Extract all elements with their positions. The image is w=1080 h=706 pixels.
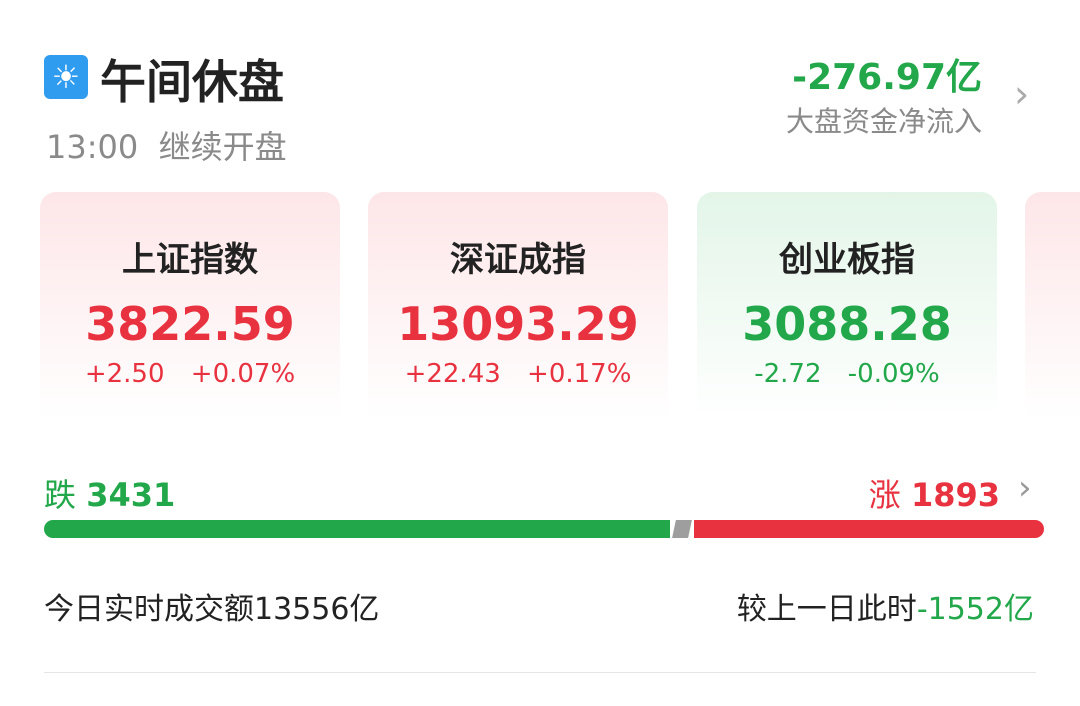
turnover: 今日实时成交额13556亿 (44, 584, 379, 628)
index-name: 创业板指 (779, 240, 915, 280)
index-change: -2.72 -0.09% (697, 359, 997, 389)
fall-label: 跌 (44, 476, 77, 514)
resume-time: 13:00 (46, 128, 139, 166)
breadth-bar[interactable] (44, 520, 1044, 538)
turnover-compare: 较上一日此时-1552亿 (737, 584, 1034, 628)
rise-label: 涨 (868, 476, 901, 514)
sun-icon: ☀ (44, 55, 88, 99)
divider (44, 672, 1036, 673)
chevron-right-icon[interactable]: › (1014, 72, 1030, 116)
index-value: 13093.29 (397, 297, 639, 351)
fall-number: 3431 (86, 476, 176, 514)
change-pct: -0.09% (847, 359, 940, 389)
fall-segment (44, 520, 670, 538)
net-flow-value[interactable]: -276.97亿 (792, 57, 982, 98)
index-value: 3088.28 (742, 297, 952, 351)
rise-number: 1893 (910, 476, 1000, 514)
index-change: +2.50 +0.07% (40, 359, 340, 389)
change-pct: +0.17% (527, 359, 632, 389)
compare-label: 较上一日此时 (736, 592, 917, 627)
index-value: 3822.59 (85, 297, 295, 351)
net-flow-label[interactable]: 大盘资金净流入 (785, 105, 982, 138)
change-abs: +22.43 (404, 359, 501, 389)
index-card-chinext[interactable]: 创业板指 3088.28 -2.72 -0.09% (697, 192, 997, 432)
change-abs: -2.72 (754, 359, 822, 389)
resume-text: 继续开盘 (158, 128, 287, 166)
flat-segment (672, 520, 692, 538)
change-abs: +2.50 (84, 359, 165, 389)
chevron-right-icon[interactable]: › (1018, 468, 1032, 508)
fall-count: 跌 3431 (44, 470, 175, 516)
subtitle: 13:00 继续开盘 (46, 122, 287, 168)
index-name: 上证指数 (122, 240, 258, 280)
page-title: 午间休盘 (100, 55, 284, 109)
index-name: 深证成指 (450, 240, 586, 280)
index-card-shenzhen[interactable]: 深证成指 13093.29 +22.43 +0.17% (368, 192, 668, 432)
turnover-label: 今日实时成交额 (44, 592, 254, 627)
rise-segment (694, 520, 1044, 538)
change-pct: +0.07% (190, 359, 296, 389)
index-card-next[interactable] (1025, 192, 1080, 432)
index-card-shanghai[interactable]: 上证指数 3822.59 +2.50 +0.07% (40, 192, 340, 432)
rise-count: 涨 1893 (869, 470, 1000, 516)
compare-value: -1552亿 (916, 592, 1034, 627)
index-change: +22.43 +0.17% (368, 359, 668, 389)
turnover-value: 13556亿 (254, 592, 380, 627)
